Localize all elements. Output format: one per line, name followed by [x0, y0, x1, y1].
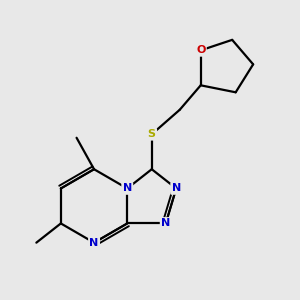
Text: N: N — [89, 238, 99, 248]
Text: N: N — [161, 218, 170, 228]
Text: S: S — [148, 129, 156, 139]
Text: N: N — [123, 184, 132, 194]
Text: O: O — [196, 45, 206, 55]
Text: N: N — [172, 184, 181, 194]
